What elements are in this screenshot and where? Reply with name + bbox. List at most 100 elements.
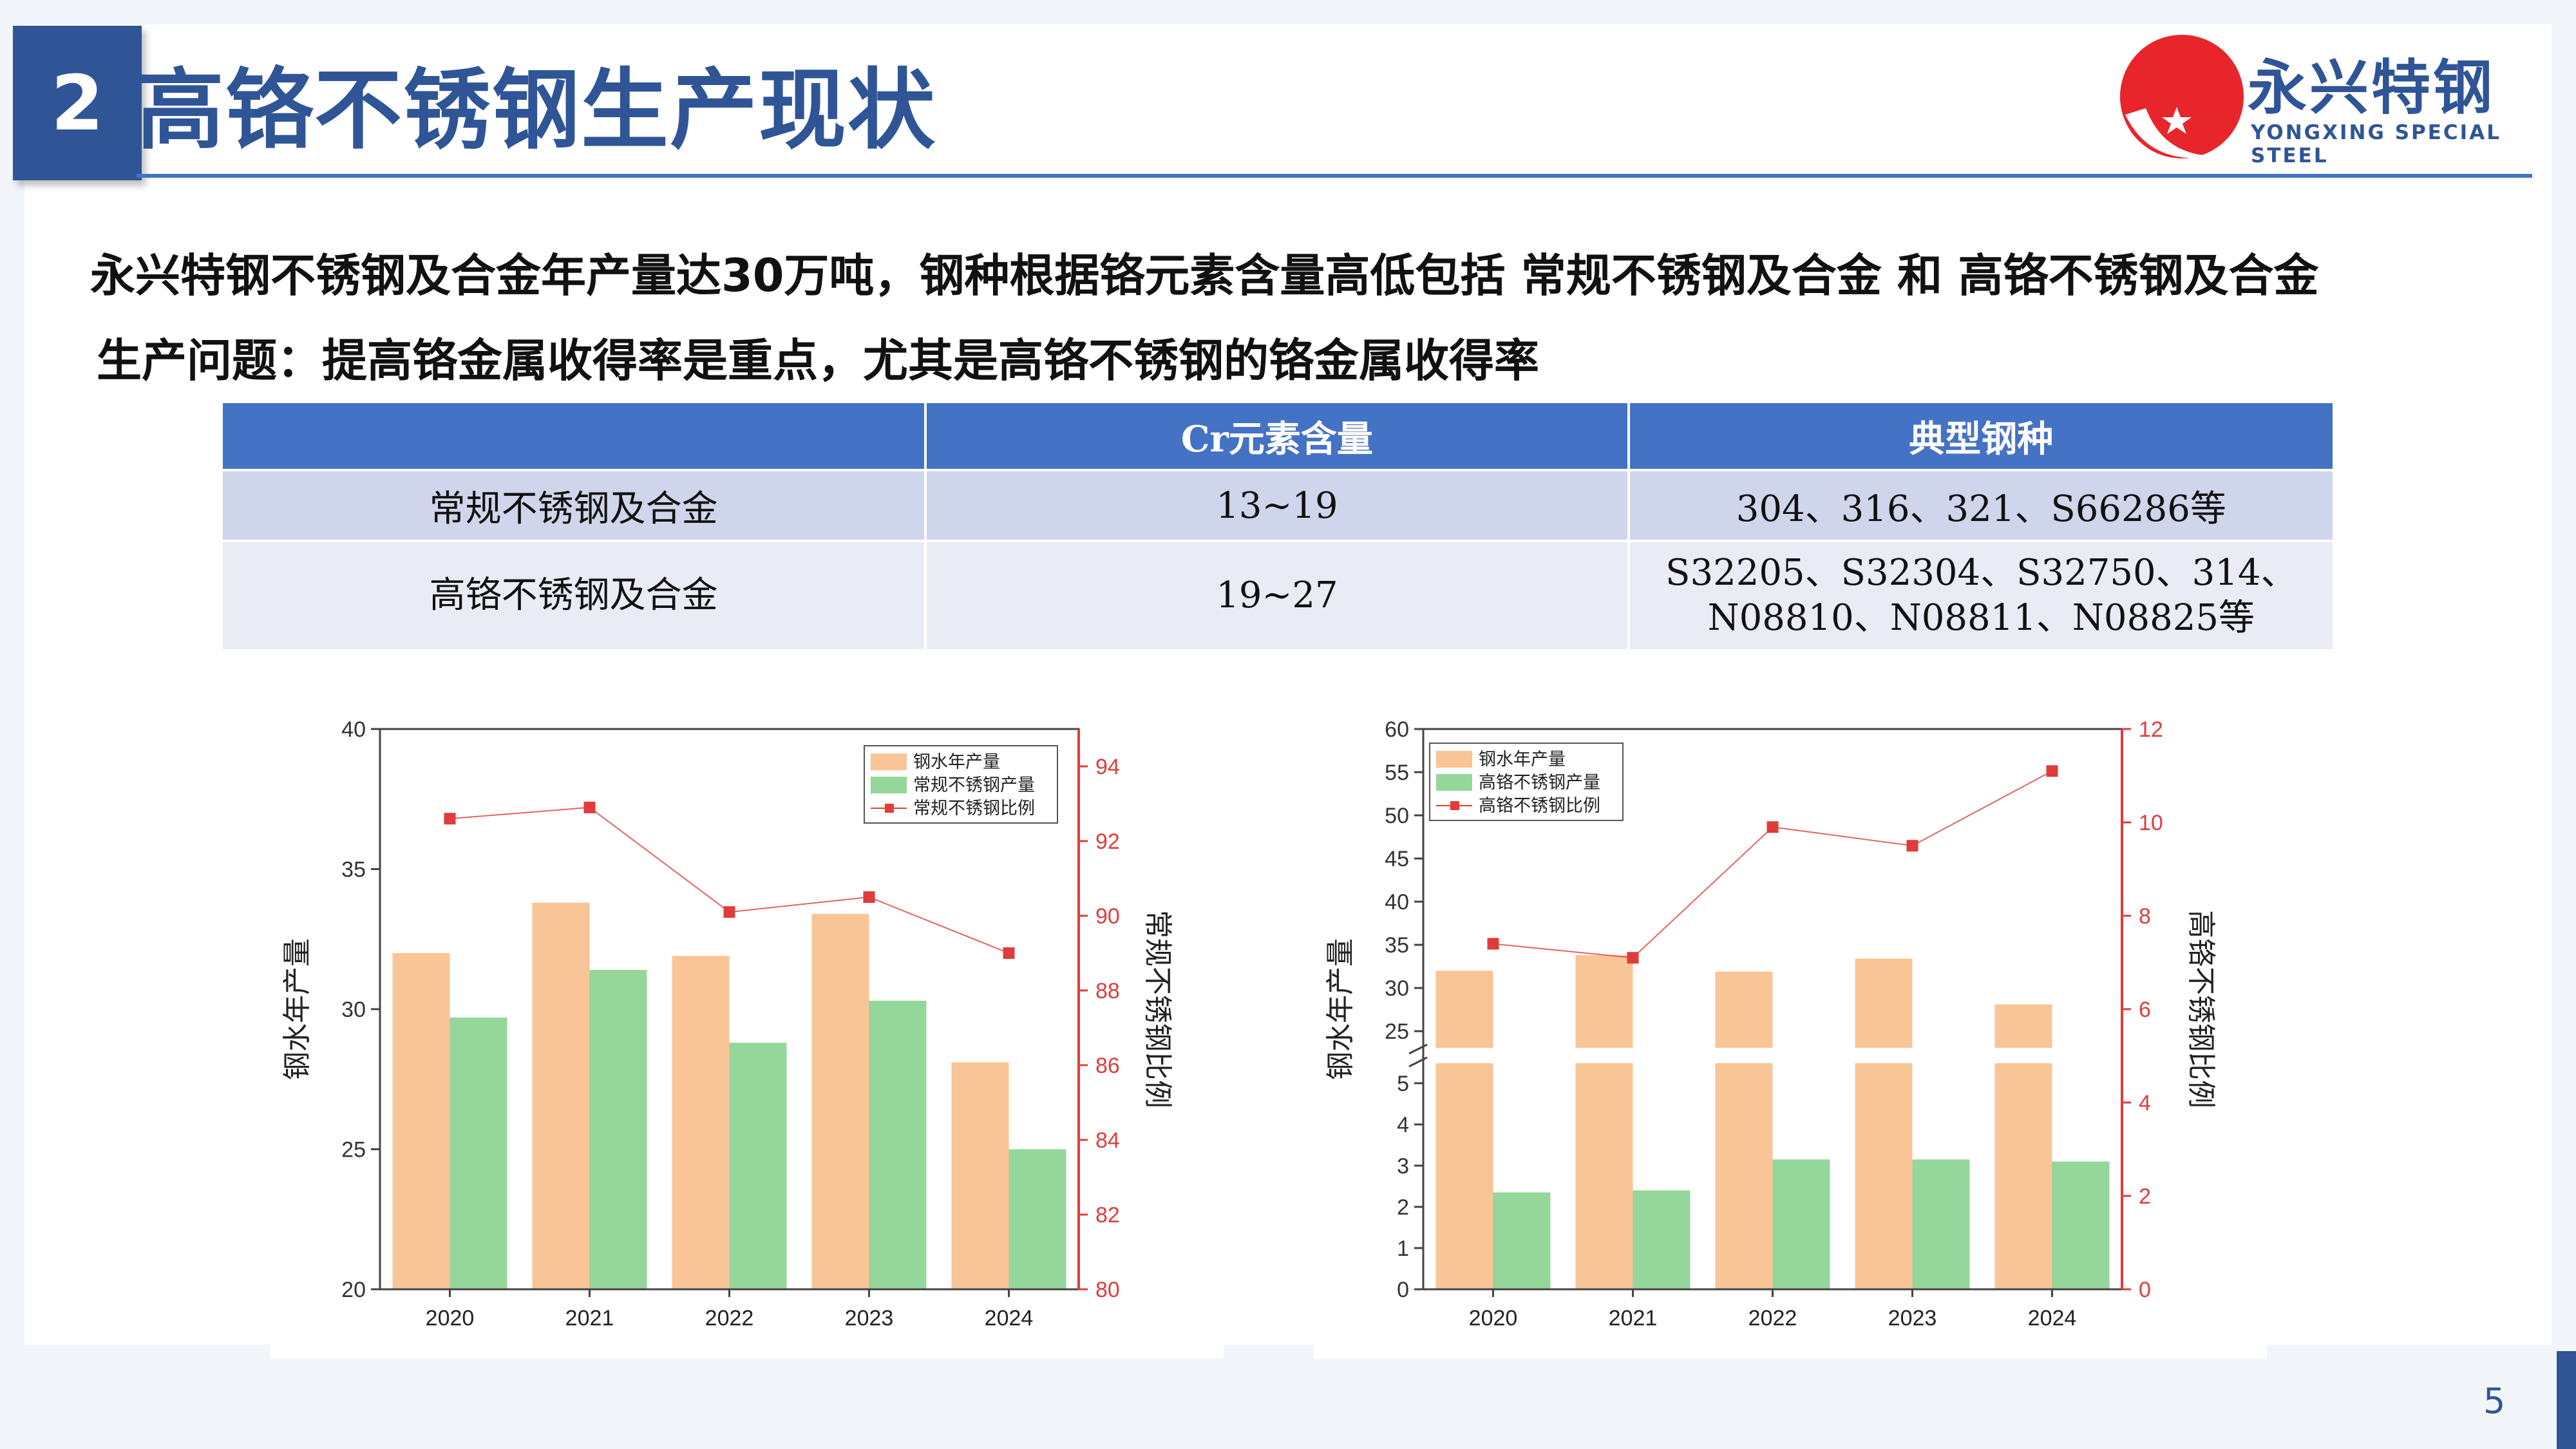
table-header-cell <box>223 403 927 470</box>
left-axis: 20 25 30 35 40 <box>341 717 380 1302</box>
table-cell: S32205、S32304、S32750、314、 N08810、N08811、N… <box>1628 540 2336 649</box>
x-tick-label: 2020 <box>1469 1306 1518 1331</box>
red-sun-star-logo-icon <box>2120 35 2244 158</box>
line-point <box>1627 952 1639 964</box>
y-tick-label: 60 <box>1385 717 1409 742</box>
line-point <box>1003 947 1015 959</box>
x-tick-label: 2022 <box>705 1306 754 1331</box>
bar <box>589 970 647 1289</box>
y2-axis-label: 高铬不锈钢比例 <box>2184 910 2217 1108</box>
y-axis-label: 钢水年产量 <box>281 938 314 1080</box>
axis-break-gap <box>1410 1048 2135 1063</box>
bar <box>1772 1159 1830 1289</box>
table-cell: 19~27 <box>925 540 1630 649</box>
y2-axis-label: 常规不锈钢比例 <box>1141 910 1174 1108</box>
page-number: 5 <box>2483 1381 2506 1421</box>
bar <box>1435 971 1493 1289</box>
x-tick-label: 2021 <box>565 1306 614 1331</box>
y2-tick-label: 90 <box>1095 904 1120 929</box>
x-tick-label: 2024 <box>2028 1306 2077 1331</box>
table-cell-line: N08810、N08811、N08825等 <box>1707 597 2255 639</box>
y-tick-label: 25 <box>341 1138 366 1162</box>
bar <box>811 914 869 1289</box>
logo-name-cn: 永兴特钢 <box>2248 53 2496 122</box>
bar <box>1855 958 1913 1289</box>
table-row: 常规不锈钢及合金 13~19 304、316、321、S66286等 <box>223 469 2336 541</box>
section-number-badge: 2 <box>13 26 142 180</box>
y2-tick-label: 6 <box>2139 998 2151 1022</box>
steel-spec-table: Cr元素含量 典型钢种 常规不锈钢及合金 13~19 304、316、321、S… <box>223 403 2336 649</box>
y2-tick-label: 12 <box>2139 717 2163 742</box>
y-tick-label: 40 <box>341 717 366 742</box>
y-axis-label: 钢水年产量 <box>1324 938 1357 1080</box>
y2-tick-label: 8 <box>2139 904 2151 929</box>
bar <box>672 956 730 1289</box>
y-tick-label: 35 <box>1385 933 1409 958</box>
line-point <box>1766 821 1779 833</box>
ratio-line-series <box>1487 765 2058 964</box>
table-row: 高铬不锈钢及合金 19~27 S32205、S32304、S32750、314、… <box>223 540 2336 649</box>
y2-tick-label: 10 <box>2139 811 2163 835</box>
x-tick-label: 2023 <box>845 1306 894 1331</box>
legend-swatch <box>871 777 907 793</box>
y-tick-label: 25 <box>1385 1019 1409 1044</box>
y-tick-label: 30 <box>341 998 366 1022</box>
ratio-line-series <box>444 801 1015 959</box>
x-axis: 2020 2021 2022 2023 2024 <box>1469 1289 2077 1331</box>
y-tick-label: 4 <box>1397 1113 1409 1137</box>
bar <box>1912 1159 1970 1289</box>
y-tick-label: 55 <box>1385 761 1409 785</box>
legend-label: 钢水年产量 <box>1479 750 1566 770</box>
x-axis: 2020 2021 2022 2023 2024 <box>426 1289 1034 1331</box>
x-tick-label: 2022 <box>1748 1306 1797 1331</box>
y-tick-label: 0 <box>1397 1278 1409 1302</box>
y-tick-label: 35 <box>341 858 366 882</box>
right-axis: 0 2 4 6 8 10 12 <box>2122 717 2163 1302</box>
y-tick-label: 20 <box>341 1278 366 1302</box>
line-point <box>863 891 875 903</box>
legend-marker <box>885 804 894 813</box>
bar <box>532 902 590 1289</box>
line-point <box>723 906 735 918</box>
y-tick-label: 50 <box>1385 804 1409 828</box>
y-tick-label: 30 <box>1385 976 1409 1001</box>
legend-label: 常规不锈钢产量 <box>913 775 1035 795</box>
bar <box>1633 1190 1690 1289</box>
y-tick-label: 2 <box>1397 1195 1409 1220</box>
y2-tick-label: 88 <box>1095 979 1120 1003</box>
legend-label: 钢水年产量 <box>913 752 1000 772</box>
company-logo <box>2120 35 2244 158</box>
y2-tick-label: 84 <box>1095 1128 1120 1153</box>
y-tick-label: 5 <box>1397 1072 1409 1096</box>
bars <box>1435 955 2110 1289</box>
table-cell: 常规不锈钢及合金 <box>223 469 927 541</box>
line-point <box>1906 840 1918 852</box>
bar <box>2052 1161 2110 1289</box>
line-point <box>583 801 596 813</box>
y2-tick-label: 82 <box>1095 1203 1120 1227</box>
y2-tick-label: 0 <box>2139 1278 2151 1302</box>
legend-label: 常规不锈钢比例 <box>913 799 1035 819</box>
bar <box>1994 1004 2052 1289</box>
y-tick-label: 40 <box>1385 890 1409 914</box>
bar <box>1009 1149 1066 1289</box>
bar <box>392 953 450 1289</box>
table-cell-line: S32205、S32304、S32750、314、 <box>1665 552 2297 594</box>
y2-tick-label: 80 <box>1095 1278 1120 1302</box>
line-point <box>2046 765 2058 777</box>
right-axis: 80 82 84 86 88 90 92 94 <box>1079 755 1120 1302</box>
legend-marker <box>1450 801 1459 810</box>
y2-tick-label: 86 <box>1095 1054 1120 1078</box>
x-tick-label: 2020 <box>426 1306 475 1331</box>
bar <box>1493 1192 1551 1289</box>
table-cell: 13~19 <box>925 469 1630 541</box>
y-tick-label: 3 <box>1397 1154 1409 1179</box>
table-header-cell: 典型钢种 <box>1628 403 2336 470</box>
x-tick-label: 2024 <box>985 1306 1034 1331</box>
x-tick-label: 2021 <box>1609 1306 1658 1331</box>
corner-accent-bar <box>2557 1351 2576 1449</box>
legend-label: 高铬不锈钢比例 <box>1479 796 1600 816</box>
y-tick-label: 45 <box>1385 847 1409 871</box>
